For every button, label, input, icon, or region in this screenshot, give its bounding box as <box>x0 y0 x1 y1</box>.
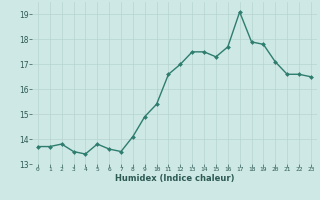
X-axis label: Humidex (Indice chaleur): Humidex (Indice chaleur) <box>115 174 234 183</box>
